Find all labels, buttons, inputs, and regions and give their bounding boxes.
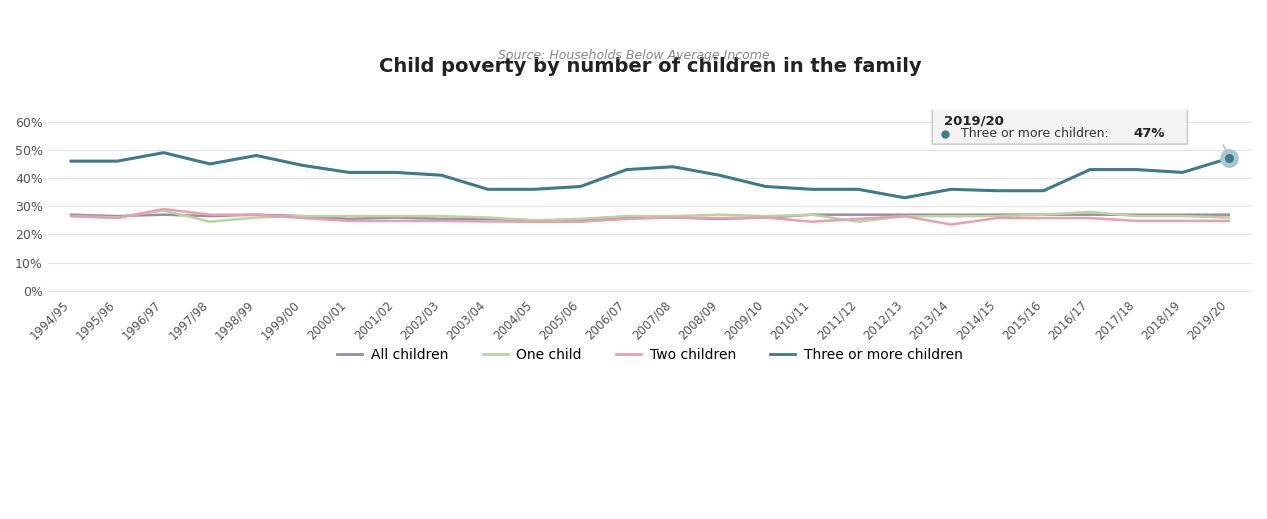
Legend: All children, One child, Two children, Three or more children: All children, One child, Two children, T… [332, 342, 968, 367]
Text: 47%: 47% [1134, 127, 1166, 140]
Text: 2019/20: 2019/20 [944, 115, 1003, 128]
Text: Source: Households Below Average Income: Source: Households Below Average Income [498, 49, 769, 62]
Text: Three or more children:: Three or more children: [962, 127, 1112, 140]
FancyBboxPatch shape [933, 109, 1187, 144]
Title: Child poverty by number of children in the family: Child poverty by number of children in t… [379, 57, 921, 76]
